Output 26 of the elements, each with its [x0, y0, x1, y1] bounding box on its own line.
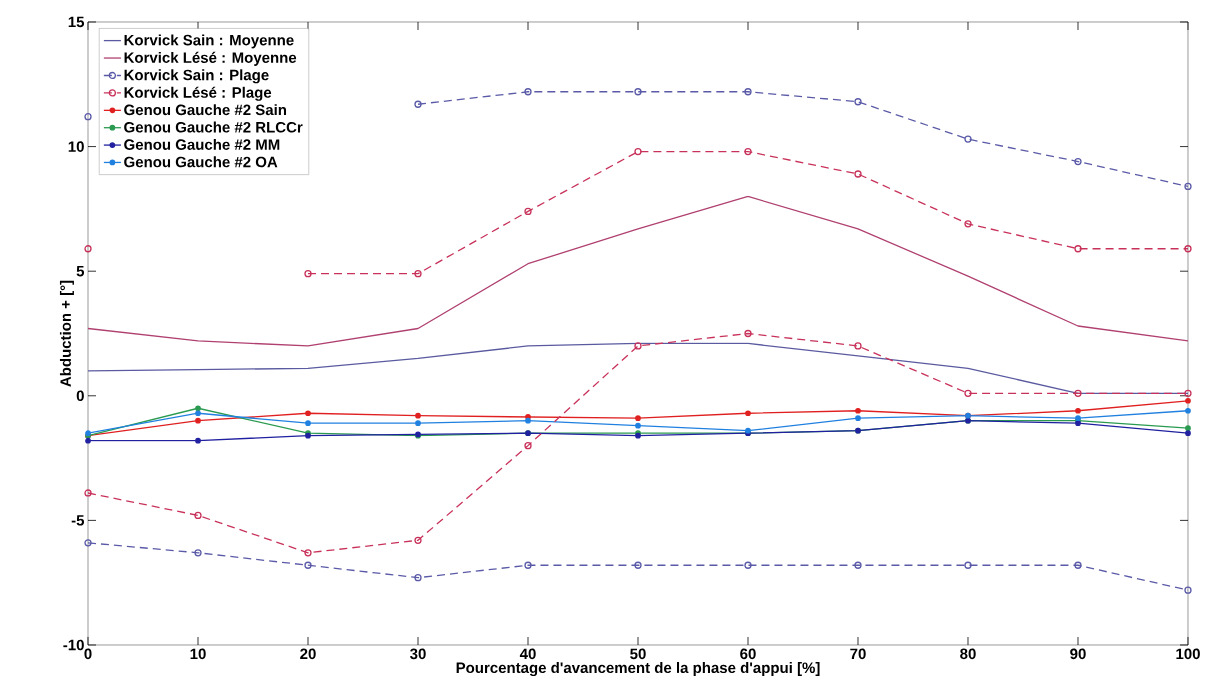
legend-label: Korvick Lésé : Moyenne: [124, 51, 297, 66]
y-axis-title: Abduction + [°]: [59, 280, 74, 387]
legend-label: Korvick Lésé : Plage: [124, 86, 272, 101]
x-tick-label: 90: [1070, 648, 1086, 660]
y-tick-label: 10: [68, 141, 84, 152]
x-tick-label: 10: [190, 648, 206, 660]
x-tick-label: 20: [300, 648, 316, 660]
x-tick-label: 50: [630, 648, 646, 660]
y-tick-label: 15: [68, 16, 85, 28]
x-tick-label: 60: [740, 648, 756, 660]
y-tick-label: 0: [76, 390, 84, 402]
legend-label: Genou Gauche #2 Sain: [124, 104, 287, 116]
x-axis-title: Pourcentage d'avancement de la phase d'appui [%]: [456, 662, 820, 677]
legend-label: Korvick Sain : Moyenne: [124, 34, 294, 49]
y-tick-label: 5: [76, 265, 85, 277]
legend-label: Korvick Sain : Plage: [124, 69, 269, 84]
legend-label: Genou Gauche #2 OA: [124, 156, 278, 168]
legend-label: Genou Gauche #2 MM: [124, 138, 280, 150]
y-tick-label: -10: [63, 639, 84, 651]
x-tick-label: 40: [519, 648, 536, 660]
x-tick-label: 100: [1176, 648, 1200, 660]
x-tick-label: 30: [410, 648, 426, 660]
legend-label: Genou Gauche #2 RLCCr: [124, 121, 303, 133]
x-tick-label: 80: [960, 648, 976, 660]
x-tick-label: 70: [850, 648, 866, 660]
y-tick-label: -5: [71, 515, 85, 526]
